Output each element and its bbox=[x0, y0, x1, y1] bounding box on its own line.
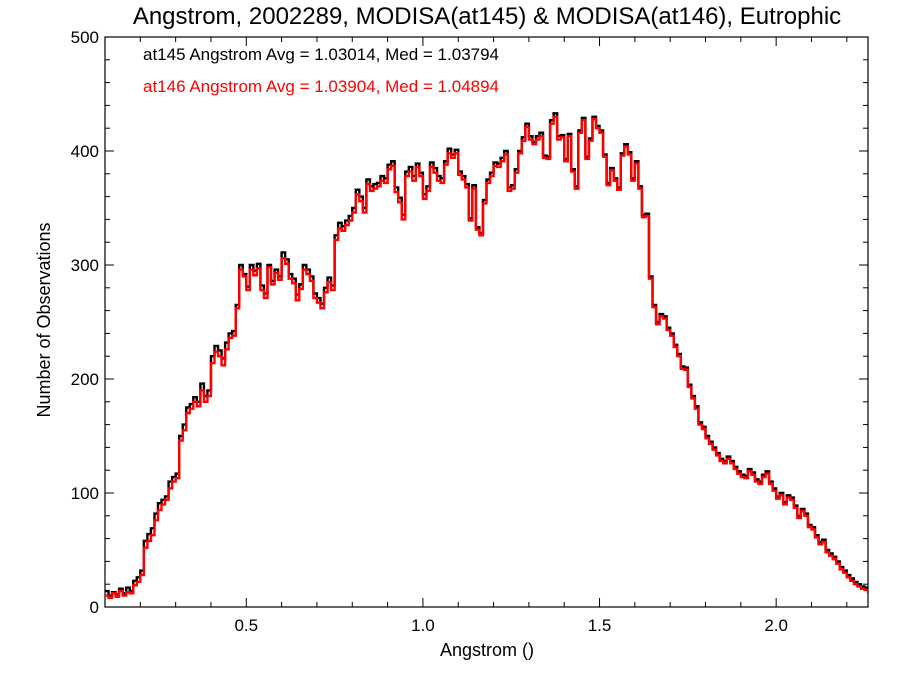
legend-entry-at146: at146 Angstrom Avg = 1.03904, Med = 1.04… bbox=[143, 77, 499, 96]
x-tick-label: 0.5 bbox=[234, 616, 258, 635]
data-series bbox=[105, 112, 868, 600]
series-line-at146 bbox=[105, 115, 868, 600]
legend-entry-at145: at145 Angstrom Avg = 1.03014, Med = 1.03… bbox=[143, 45, 499, 64]
y-tick-label: 500 bbox=[71, 28, 99, 47]
x-axis-label: Angstrom () bbox=[440, 640, 534, 660]
y-tick-label: 400 bbox=[71, 142, 99, 161]
plot-frame bbox=[104, 36, 869, 608]
x-tick-label: 1.5 bbox=[588, 616, 612, 635]
y-axis-label: Number of Observations bbox=[34, 222, 54, 417]
y-tick-label: 0 bbox=[90, 598, 99, 617]
tick-marks: 0.5 1.0 1.5 2.0 0 100 200 300 400 500 bbox=[71, 28, 868, 635]
axes bbox=[104, 36, 869, 608]
y-tick-label: 100 bbox=[71, 484, 99, 503]
y-tick-label: 200 bbox=[71, 370, 99, 389]
chart-title: Angstrom, 2002289, MODISA(at145) & MODIS… bbox=[133, 3, 841, 30]
x-tick-label: 1.0 bbox=[411, 616, 435, 635]
y-tick-label: 300 bbox=[71, 256, 99, 275]
x-tick-label: 2.0 bbox=[764, 616, 788, 635]
